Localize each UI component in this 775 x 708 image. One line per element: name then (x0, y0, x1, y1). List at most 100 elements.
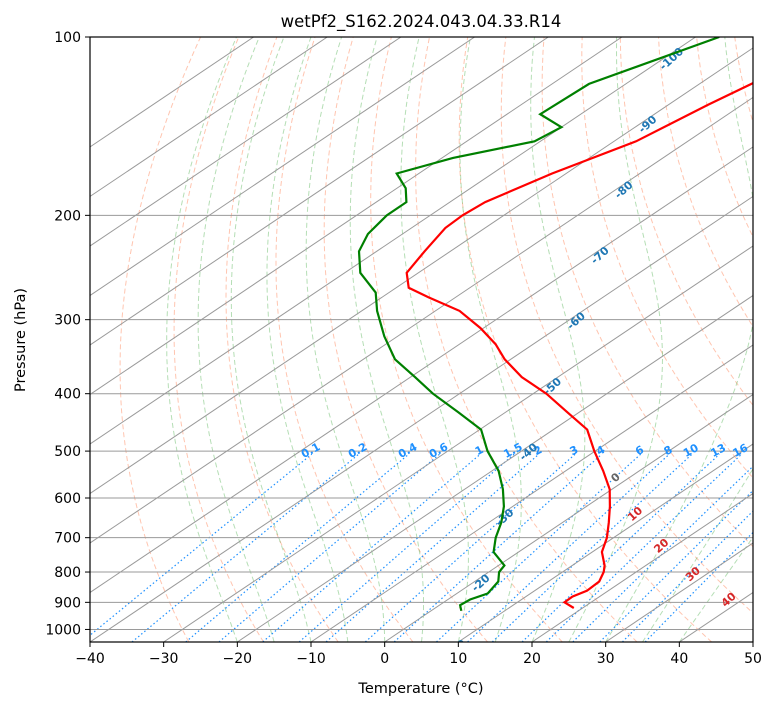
x-tick-label: 30 (597, 651, 615, 667)
moist-adiabat-label: 10 (625, 504, 645, 524)
dry-adiabat-label: -30 (493, 506, 517, 529)
dry-adiabat-label: -80 (612, 178, 636, 201)
y-tick-label: 400 (54, 387, 81, 403)
isotherm (237, 294, 753, 642)
isotherm (458, 443, 753, 642)
isotherm (90, 37, 696, 445)
dry-adiabat (458, 37, 713, 642)
isotherm (531, 492, 753, 642)
mixing-ratio-line (185, 453, 410, 642)
isotherm (384, 393, 753, 642)
mixing-ratio-line (621, 510, 753, 642)
sounding-line-1 (405, 81, 753, 609)
x-tick-label: −30 (149, 651, 179, 667)
moist-adiabat (642, 467, 753, 642)
dry-adiabat (275, 37, 414, 642)
x-tick-label: 10 (449, 651, 467, 667)
dry-adiabat (734, 37, 753, 124)
x-tick-label: −20 (223, 651, 253, 667)
y-tick-label: 700 (54, 531, 81, 547)
isotherm (90, 146, 753, 594)
moist-adiabat (266, 37, 349, 642)
y-axis: 100 200 300 400 500 600 700 800 900 1000 (45, 30, 90, 638)
y-tick-label: 500 (54, 444, 81, 460)
grid (90, 37, 753, 642)
mixing-ratio-line (325, 453, 540, 642)
dry-adiabat (415, 37, 638, 642)
x-axis: −40 −30 −20 −10 0 10 20 30 40 50 (75, 642, 762, 667)
mixing-ratio-label: 16 (731, 441, 751, 460)
mixing-ratio-label: 1 (473, 443, 486, 458)
moist-adiabat (305, 37, 386, 642)
isotherm (90, 37, 549, 346)
mixing-ratio-line (644, 531, 753, 642)
moist-adiabat (605, 37, 753, 642)
dry-adiabat-label: -90 (636, 113, 660, 136)
plot-frame (89, 36, 754, 643)
moist-adiabat (197, 37, 275, 642)
mixing-ratio-label: 0.6 (427, 440, 451, 461)
isotherm (90, 37, 623, 396)
dry-adiabat (658, 37, 753, 328)
isotherm (90, 195, 753, 642)
dry-adiabat (370, 37, 563, 642)
isotherm (90, 96, 753, 544)
sounding-line-2 (357, 37, 720, 612)
mixing-ratio-line (262, 453, 481, 642)
dry-adiabat (619, 37, 753, 407)
y-tick-label: 1000 (45, 622, 81, 638)
y-tick-label: 900 (54, 595, 81, 611)
moist-adiabat (678, 536, 753, 642)
dry-adiabat (500, 37, 753, 614)
dry-adiabat-label: -60 (564, 309, 588, 332)
mixing-ratio-label: 6 (633, 443, 646, 458)
moist-adiabat-label: 20 (651, 536, 671, 556)
y-tick-label: 200 (54, 208, 81, 224)
y-axis-title: Pressure (hPa) (13, 288, 29, 392)
x-tick-label: 0 (380, 651, 389, 667)
moist-adiabat (459, 37, 522, 642)
moist-adiabat (400, 37, 469, 642)
moist-adiabat-label: 30 (683, 564, 703, 584)
chart-title: wetPf2_S162.2024.043.04.33.R14 (281, 12, 562, 32)
isotherm (90, 37, 328, 198)
moist-adiabat (166, 37, 238, 642)
mixing-ratio-line (90, 453, 313, 637)
mixing-ratio-line (218, 453, 440, 642)
x-tick-label: 20 (523, 651, 541, 667)
dry-adiabat-label: -50 (541, 375, 565, 398)
isotherm (163, 245, 753, 642)
moist-adiabat (530, 37, 586, 642)
dry-adiabat (581, 37, 753, 479)
mixing-ratio-label: 8 (662, 443, 675, 458)
mixing-ratio-line (572, 465, 753, 642)
reference-line-labels: 0.10.20.40.611.52346810131620253036-100-… (299, 45, 775, 642)
isotherm (310, 344, 753, 642)
mixing-ratio-label: 20 (755, 441, 775, 460)
mixing-ratio-line (435, 453, 642, 642)
mixing-ratio-label: 0.1 (299, 440, 322, 461)
x-axis-title: Temperature (°C) (357, 681, 483, 697)
sounding-series (357, 37, 753, 612)
moist-adiabat (349, 37, 425, 642)
mixing-ratio-line (393, 453, 603, 642)
y-tick-label: 600 (54, 491, 81, 507)
isotherm (90, 37, 254, 148)
mixing-ratio-line (545, 453, 742, 642)
mixing-ratio-line (521, 453, 720, 642)
moist-adiabat-label: 40 (719, 590, 739, 610)
mixing-ratio-line (364, 453, 576, 642)
x-tick-label: −10 (296, 651, 326, 667)
isotherm (90, 37, 475, 297)
mixing-ratio-label: 10 (681, 441, 701, 460)
mixing-ratio-label: 0.2 (346, 440, 369, 461)
isotherm (752, 641, 753, 642)
mixing-ratio-label: 13 (708, 441, 728, 460)
dry-adiabat (173, 37, 264, 642)
isotherm (679, 591, 753, 642)
x-tick-label: −40 (75, 651, 105, 667)
y-tick-label: 800 (54, 565, 81, 581)
dry-adiabat-label: -70 (588, 244, 612, 267)
isotherm (90, 47, 753, 495)
